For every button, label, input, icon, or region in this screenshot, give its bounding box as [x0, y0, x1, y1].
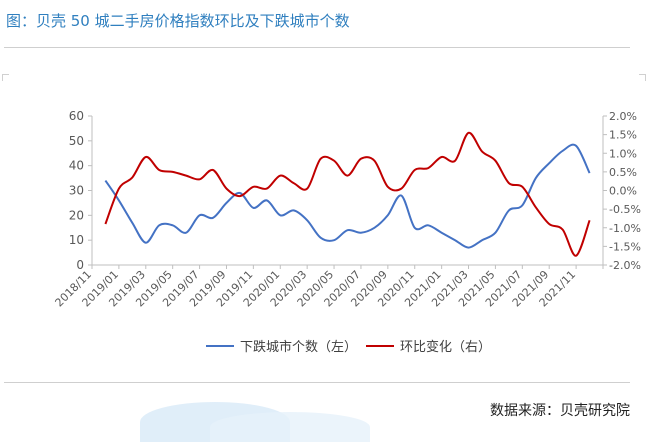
left-axis-tick-label: 40: [69, 159, 84, 173]
chart-axes: 0 10 20 30 40 50 60 -2.0% -1.5% -1.0% -0.5% 0.0% 0.5…: [53, 109, 641, 309]
line-chart: 0 10 20 30 40 50 60 -2.0% -1.5% -1.0% -0.5% 0.0% 0.5…: [53, 109, 641, 355]
series-line-mom-change: [104, 131, 591, 257]
left-axis-tick-label: 60: [69, 109, 84, 123]
watermark-logo-part: [210, 412, 370, 442]
chart-legend: 下跌城市个数（左） 环比变化（右）: [206, 339, 491, 355]
right-axis-tick-label: 0.0%: [609, 185, 637, 198]
right-axis-tick-label: -1.0%: [609, 222, 641, 235]
corner-mark-right: [639, 74, 646, 81]
left-axis-tick-label: 20: [69, 208, 84, 222]
data-source: 数据来源：贝壳研究院: [490, 403, 630, 419]
series-line-down-cities: [104, 143, 591, 249]
right-axis-tick-label: 2.0%: [609, 110, 637, 123]
corner-mark-left: [2, 74, 9, 81]
left-axis-tick-label: 10: [69, 233, 84, 247]
right-axis-tick-label: 0.5%: [609, 166, 637, 179]
right-axis-tick-label: -1.5%: [609, 240, 641, 253]
right-axis-tick-label: -2.0%: [609, 259, 641, 272]
legend-label: 下跌城市个数（左）: [240, 339, 357, 355]
right-axis-tick-label: -0.5%: [609, 203, 641, 216]
top-divider: [4, 47, 630, 48]
bottom-divider: [4, 382, 630, 383]
legend-label: 环比变化（右）: [400, 339, 491, 355]
right-axis-tick-label: 1.0%: [609, 147, 637, 160]
left-axis-tick-label: 0: [76, 258, 84, 272]
left-axis-tick-label: 30: [69, 184, 84, 198]
left-axis-tick-label: 50: [69, 134, 84, 148]
right-axis-tick-label: 1.5%: [609, 129, 637, 142]
chart-title: 图：贝壳 50 城二手房价格指数环比及下跌城市个数: [6, 12, 350, 30]
chart-lines: [104, 131, 591, 257]
